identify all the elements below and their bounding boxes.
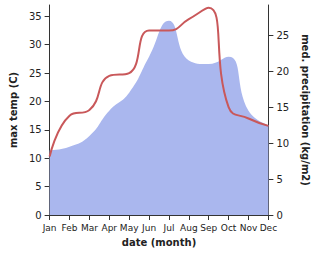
svg-text:20: 20 [29, 96, 42, 107]
svg-text:Dec: Dec [260, 223, 277, 233]
svg-text:Feb: Feb [62, 223, 78, 233]
svg-text:Jul: Jul [163, 223, 175, 233]
svg-text:Nov: Nov [240, 223, 258, 233]
svg-text:Aug: Aug [180, 223, 198, 233]
svg-text:5: 5 [35, 181, 41, 192]
svg-text:20: 20 [276, 66, 289, 77]
svg-text:Sep: Sep [200, 223, 217, 233]
svg-text:max temp (C): max temp (C) [8, 72, 19, 148]
svg-text:5: 5 [276, 174, 282, 185]
svg-text:med. precipitation (kg/m2): med. precipitation (kg/m2) [300, 34, 311, 186]
svg-text:date (month): date (month) [122, 237, 196, 248]
svg-text:15: 15 [29, 124, 42, 135]
svg-text:0: 0 [276, 210, 282, 221]
svg-text:Mar: Mar [81, 223, 98, 233]
svg-text:Jan: Jan [42, 223, 57, 233]
svg-text:10: 10 [29, 153, 42, 164]
svg-text:May: May [120, 223, 139, 233]
svg-text:0: 0 [35, 210, 41, 221]
svg-text:Apr: Apr [101, 223, 117, 233]
svg-text:35: 35 [29, 11, 42, 22]
svg-text:15: 15 [276, 102, 289, 113]
svg-text:30: 30 [29, 39, 42, 50]
svg-text:25: 25 [29, 68, 42, 79]
svg-text:25: 25 [276, 30, 289, 41]
svg-text:10: 10 [276, 138, 289, 149]
svg-text:Oct: Oct [221, 223, 237, 233]
svg-text:Jun: Jun [141, 223, 156, 233]
